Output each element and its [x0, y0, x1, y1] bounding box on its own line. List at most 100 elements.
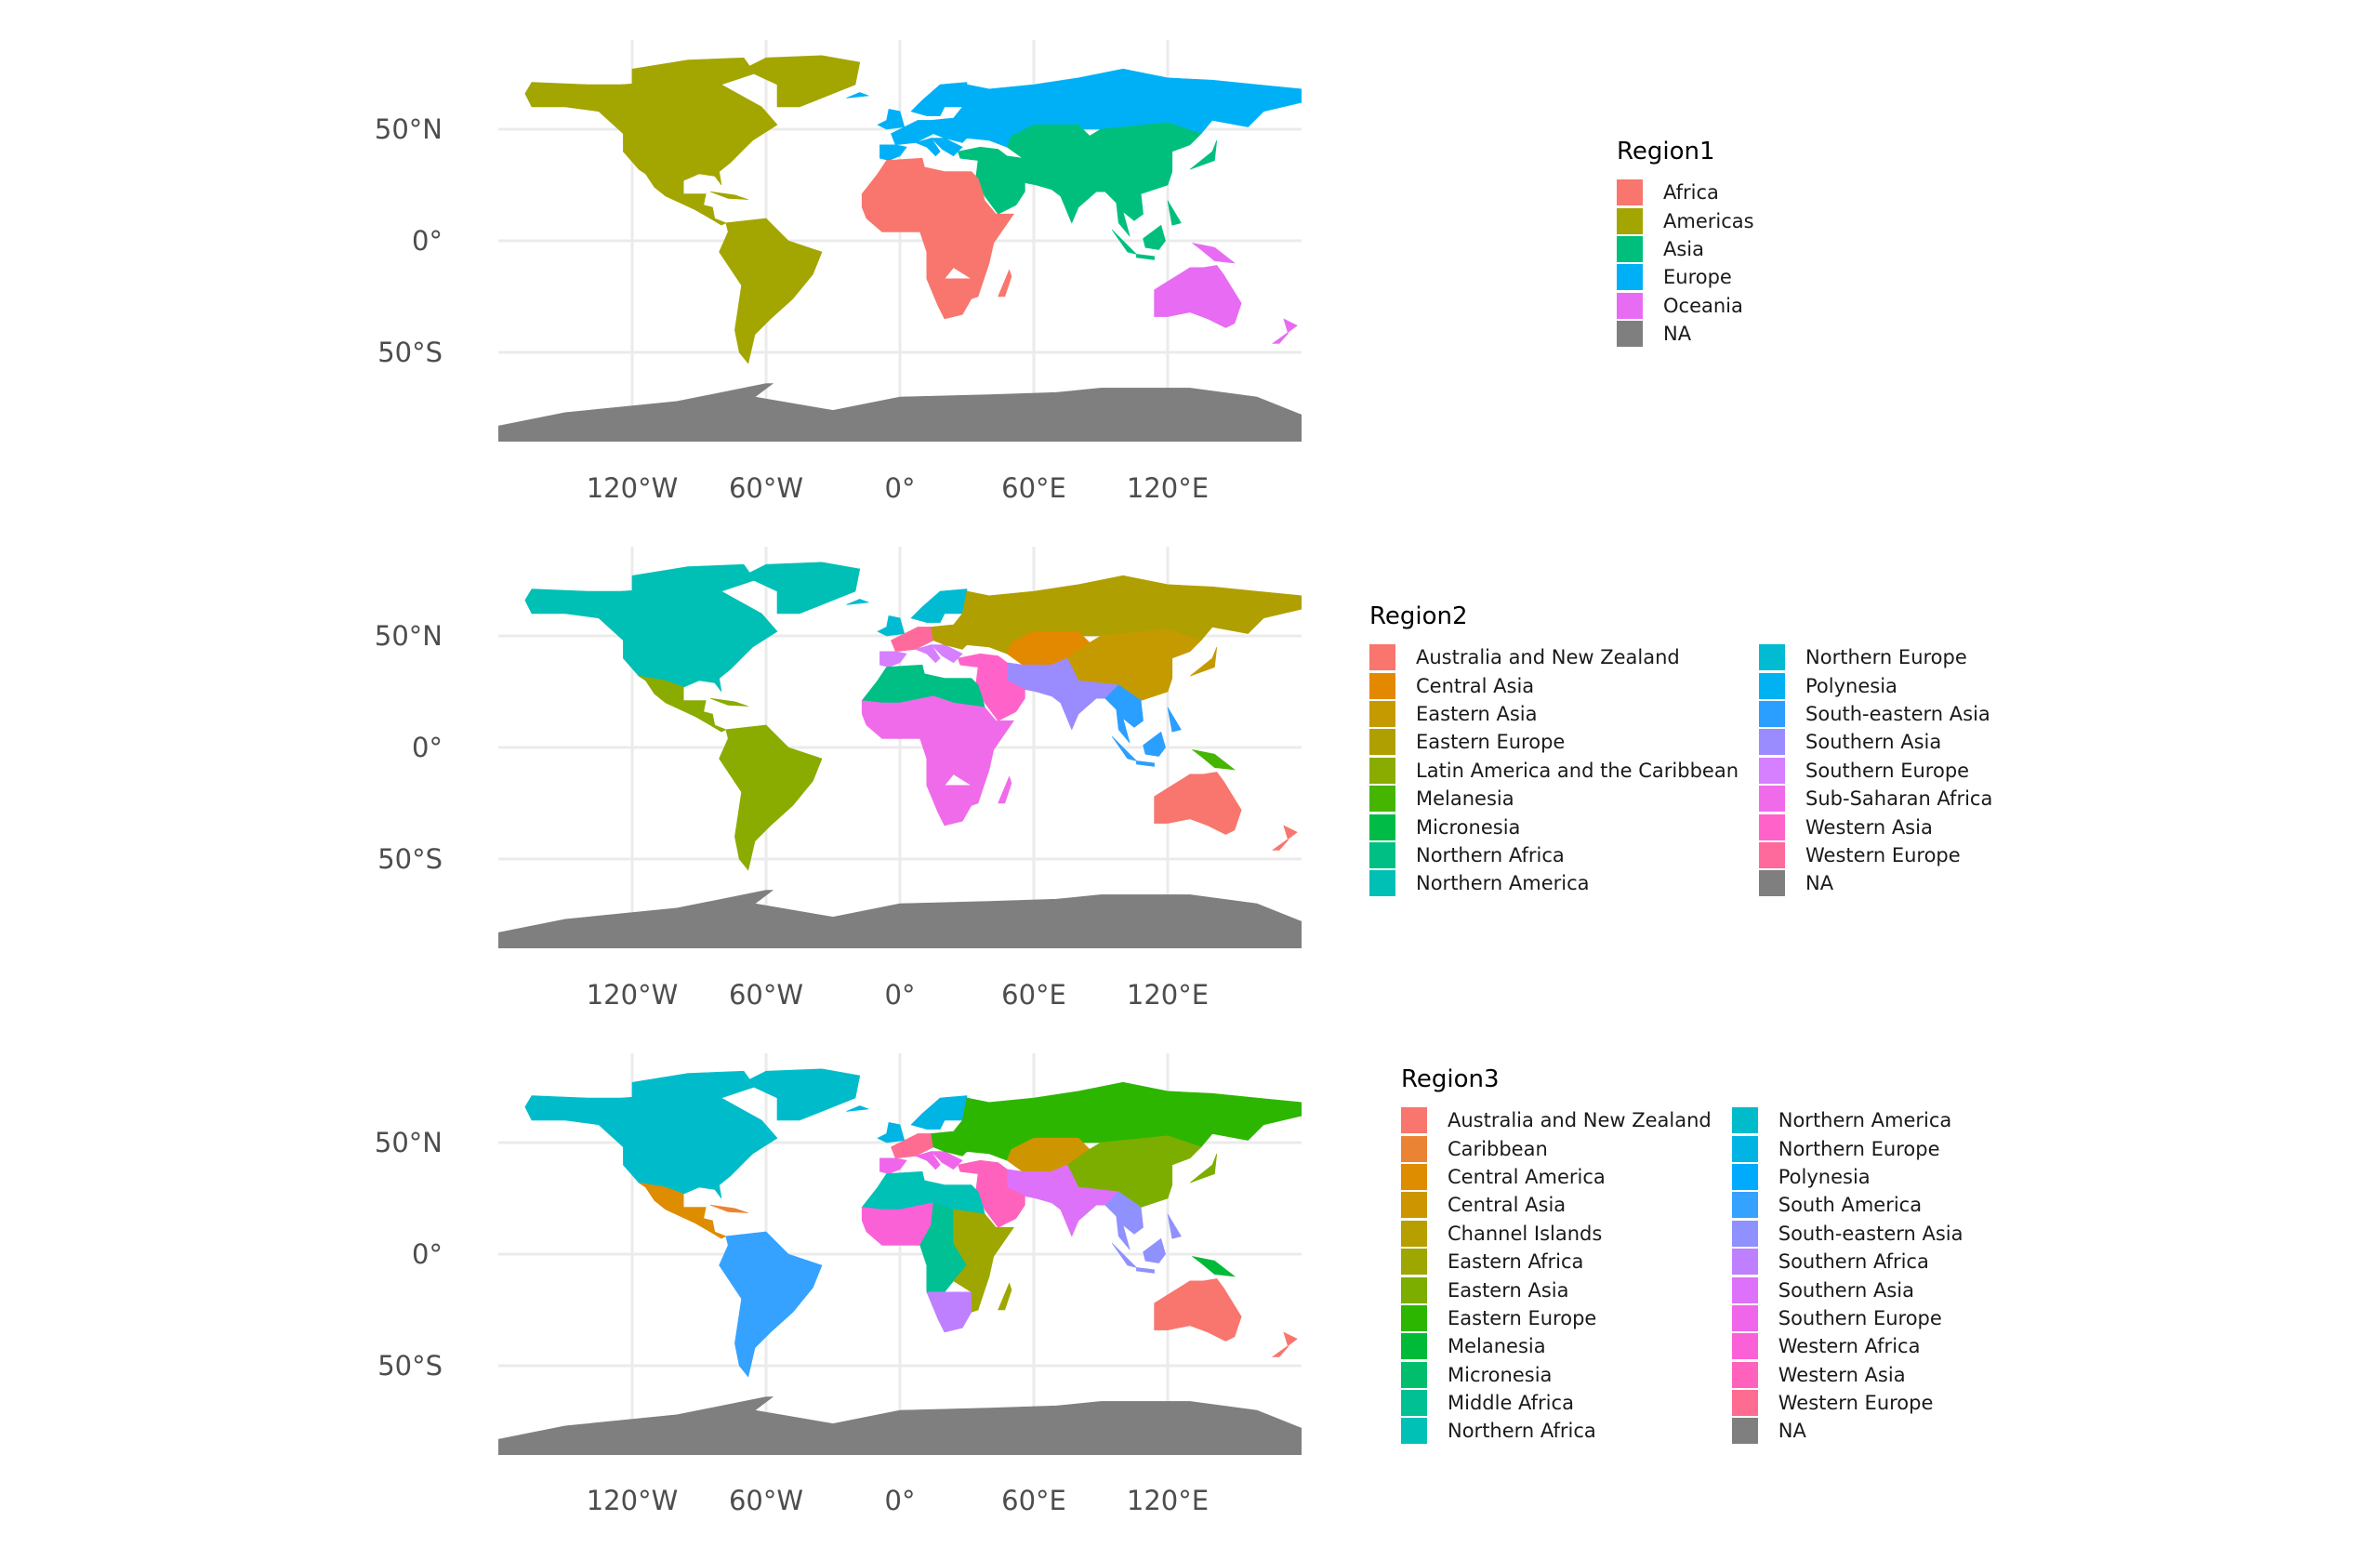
legend-key-swatch: [1617, 321, 1643, 348]
legend-item: Africa: [1617, 178, 1754, 206]
region-scandinavia: [910, 588, 968, 623]
legend-label: NA: [1778, 1420, 1806, 1443]
legend-item: Central Asia: [1369, 671, 1739, 699]
region-iberia: [879, 144, 907, 161]
x-tick-label: 0°: [884, 1485, 916, 1516]
region-philippines: [1167, 200, 1182, 226]
legend-label: Micronesia: [1416, 815, 1521, 839]
legend-label: Africa: [1663, 181, 1719, 205]
x-tick-label: 60°W: [728, 472, 804, 504]
legend-item: Western Asia: [1731, 1361, 1964, 1389]
region-greenland: [743, 55, 861, 108]
region-south-america: [719, 1231, 823, 1378]
legend-label: Southern Asia: [1778, 1278, 1914, 1302]
legend-key-swatch: [1369, 813, 1395, 840]
legend-item: Northern America: [1369, 869, 1739, 897]
region-eastern-europe-russia: [931, 575, 1302, 654]
legend-label: Eastern Europe: [1448, 1306, 1597, 1329]
legend-label: Northern Europe: [1805, 646, 1967, 669]
region-new-zealand: [1271, 1331, 1298, 1357]
region-western-asia: [958, 1159, 1025, 1228]
legend-item: Caribbean: [1401, 1134, 1712, 1162]
region-java: [1136, 254, 1155, 260]
region-eastern-europe-russia: [931, 1081, 1302, 1161]
legend-item: Middle Africa: [1401, 1389, 1712, 1417]
legend-key-swatch: [1759, 729, 1786, 756]
legend-title: Region2: [1369, 602, 1468, 630]
x-tick-label: 60°W: [728, 979, 804, 1011]
legend-label: Americas: [1663, 209, 1754, 232]
region-western-asia: [958, 653, 1025, 721]
region-southern-africa: [926, 1291, 972, 1333]
x-tick-label: 60°E: [1001, 979, 1066, 1011]
legend-item: Southern Africa: [1731, 1248, 1964, 1276]
legend-item: Southern Europe: [1731, 1304, 1964, 1332]
region-new-zealand: [1271, 825, 1298, 851]
region-western-europe: [891, 1133, 934, 1159]
region-greenland: [743, 1068, 861, 1121]
region-java: [1136, 760, 1155, 767]
y-tick-label: 50°N: [374, 620, 443, 652]
legend-label: Northern Africa: [1416, 843, 1565, 866]
x-tick-label: 60°W: [728, 1485, 804, 1516]
legend-title: Region3: [1401, 1065, 1500, 1093]
region-italy: [914, 1151, 941, 1170]
legend-item: Australia and New Zealand: [1401, 1106, 1712, 1134]
legend-title: Region1: [1617, 138, 1715, 165]
legend-key-swatch: [1759, 672, 1786, 699]
legend-item: Channel Islands: [1401, 1220, 1712, 1248]
legend-label: South America: [1778, 1194, 1923, 1217]
legend-label: Asia: [1663, 237, 1705, 260]
legend-key-swatch: [1617, 207, 1643, 234]
region-eastern-africa: [953, 1209, 1014, 1313]
legend-item: Europe: [1617, 263, 1754, 291]
region-southern-asia: [998, 657, 1119, 731]
y-tick-label: 50°S: [377, 1350, 443, 1382]
region-western-europe: [891, 120, 934, 146]
region-southeast-asia-mainland: [1104, 1191, 1144, 1250]
region-south-america: [719, 218, 823, 364]
legend-label: Western Asia: [1778, 1363, 1906, 1386]
legend-item: Western Africa: [1731, 1332, 1964, 1360]
legend-key-swatch: [1401, 1361, 1427, 1388]
legend-key-swatch: [1731, 1192, 1758, 1219]
region-western-asia: [958, 146, 1025, 215]
legend-label: Western Europe: [1805, 843, 1961, 866]
legend-label: Central Asia: [1448, 1194, 1567, 1217]
y-tick-label: 50°S: [377, 337, 443, 368]
legend-label: Southern Asia: [1805, 731, 1942, 754]
legend-key-swatch: [1759, 644, 1786, 671]
legend-key-swatch: [1401, 1192, 1427, 1219]
region-southern-africa: [926, 785, 972, 826]
legend-item: Latin America and the Caribbean: [1369, 757, 1739, 785]
x-tick-label: 120°W: [586, 472, 679, 504]
legend-key-swatch: [1731, 1390, 1758, 1417]
legend-item: South America: [1731, 1191, 1964, 1219]
region-madagascar: [998, 775, 1012, 804]
legend-label: Latin America and the Caribbean: [1416, 759, 1739, 782]
legend-item: Northern Africa: [1369, 841, 1739, 869]
region-japan: [1189, 1153, 1218, 1183]
legend-key-swatch: [1731, 1418, 1758, 1445]
legend-key-swatch: [1759, 700, 1786, 727]
region-caribbean: [709, 697, 748, 707]
legend-item: Micronesia: [1369, 813, 1739, 840]
region-philippines: [1167, 707, 1182, 733]
legend-label: NA: [1663, 323, 1692, 346]
x-tick-label: 120°E: [1126, 1485, 1210, 1516]
region-philippines: [1167, 1213, 1182, 1239]
legend-label: Western Europe: [1778, 1392, 1934, 1415]
world-map-region1: [498, 40, 1302, 442]
legend-label: Central America: [1448, 1165, 1606, 1188]
legend-item: Eastern Asia: [1401, 1276, 1712, 1303]
region-eastern-europe-russia: [931, 68, 1302, 148]
legend-item: Eastern Asia: [1369, 700, 1739, 728]
region-caribbean: [709, 1204, 748, 1213]
region-new-guinea: [1192, 1256, 1236, 1277]
region-southeast-asia-mainland: [1104, 178, 1144, 237]
legend-item: Northern Europe: [1759, 643, 1992, 671]
legend-item: South-eastern Asia: [1759, 700, 1992, 728]
legend-key-swatch: [1731, 1361, 1758, 1388]
x-tick-label: 120°E: [1126, 979, 1210, 1011]
legend-label: Western Asia: [1805, 815, 1933, 839]
